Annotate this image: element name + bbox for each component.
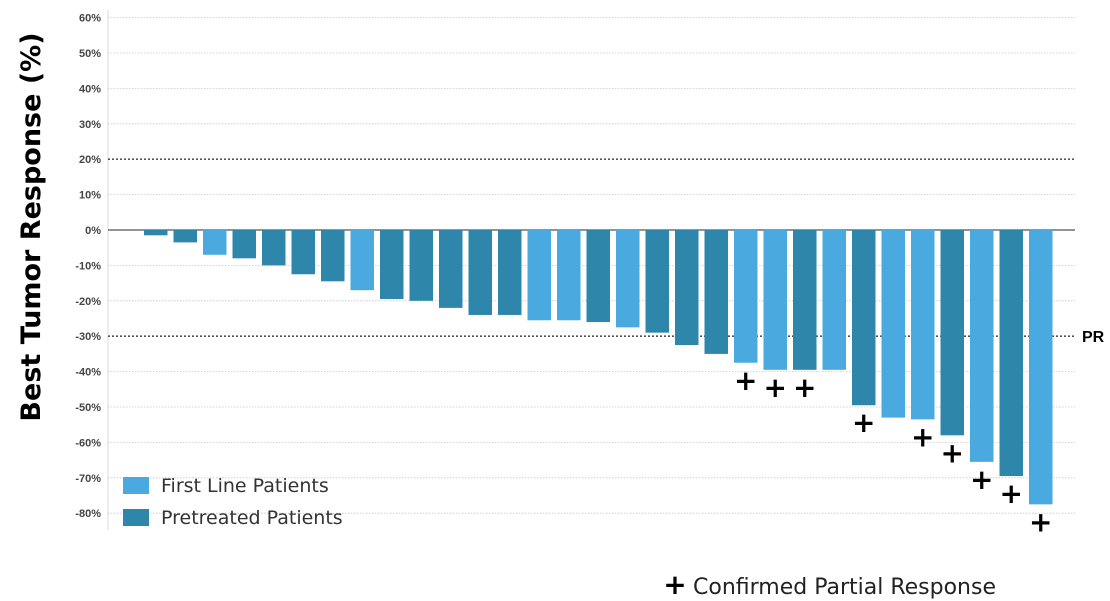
bar	[793, 230, 817, 370]
y-tick-label: 30%	[79, 119, 101, 131]
bar	[940, 230, 964, 436]
y-tick-label: -70%	[75, 473, 101, 485]
confirmed-response-marker: +	[941, 436, 964, 469]
bar	[380, 230, 404, 300]
y-tick-label: 10%	[79, 190, 101, 202]
y-tick-label: 20%	[79, 154, 101, 166]
legend-label-pretreated: Pretreated Patients	[161, 507, 343, 529]
footnote-plus-symbol: +	[663, 568, 686, 601]
confirmed-response-marker: +	[734, 364, 757, 397]
bar	[763, 230, 787, 370]
y-tick-label: 60%	[79, 13, 101, 25]
confirmed-response-marker: +	[793, 371, 816, 404]
bar	[409, 230, 433, 301]
confirmed-response-marker: +	[911, 420, 934, 453]
bar	[645, 230, 669, 333]
confirmed-response-marker: +	[764, 371, 787, 404]
bars	[144, 230, 1053, 505]
y-tick-label: -60%	[75, 437, 101, 449]
bar	[586, 230, 610, 323]
bar	[970, 230, 994, 462]
bar	[350, 230, 374, 291]
confirmed-markers: + + ++ + ++ ++	[734, 364, 1052, 539]
bar	[173, 230, 197, 243]
bar	[911, 230, 935, 420]
pr-label: PR	[1082, 329, 1105, 346]
bar	[675, 230, 699, 346]
legend: First Line Patients Pretreated Patients	[123, 475, 343, 529]
y-tick-labels: 60% 50% 40% 30% 20% 10% 0% -10% -20% -30% -40% -50%…	[75, 13, 101, 521]
confirmed-response-marker: +	[1000, 477, 1023, 510]
bar	[704, 230, 728, 354]
legend-swatch-first-line	[123, 477, 149, 494]
bar	[734, 230, 758, 363]
y-axis-label: Best Tumor Response (%)	[16, 32, 47, 421]
bar	[852, 230, 876, 406]
legend-swatch-pretreated	[123, 509, 149, 526]
bar	[321, 230, 345, 282]
bar	[822, 230, 846, 370]
footnote-text: Confirmed Partial Response	[693, 575, 996, 600]
bar	[498, 230, 522, 315]
y-tick-label: -40%	[75, 367, 101, 379]
bar	[439, 230, 463, 308]
legend-label-first-line: First Line Patients	[161, 475, 329, 497]
bar	[262, 230, 286, 266]
bar	[1029, 230, 1053, 505]
y-tick-label: 0%	[85, 225, 101, 237]
bar	[527, 230, 551, 321]
confirmed-response-marker: +	[970, 463, 993, 496]
bar	[557, 230, 581, 321]
bar	[144, 230, 168, 236]
bar	[881, 230, 905, 418]
y-tick-label: -10%	[75, 260, 101, 272]
footnote: + Confirmed Partial Response	[663, 568, 996, 601]
bar	[291, 230, 315, 275]
bar	[468, 230, 492, 315]
y-tick-label: 40%	[79, 83, 101, 95]
y-tick-label: -30%	[75, 331, 101, 343]
y-tick-label: 50%	[79, 48, 101, 60]
bar	[203, 230, 227, 255]
bar	[999, 230, 1023, 477]
bar	[616, 230, 640, 328]
confirmed-response-marker: +	[1029, 505, 1052, 538]
confirmed-response-marker: +	[852, 406, 875, 439]
bar	[232, 230, 256, 259]
y-tick-label: -80%	[75, 508, 101, 520]
y-tick-label: -50%	[75, 402, 101, 414]
y-tick-label: -20%	[75, 296, 101, 308]
